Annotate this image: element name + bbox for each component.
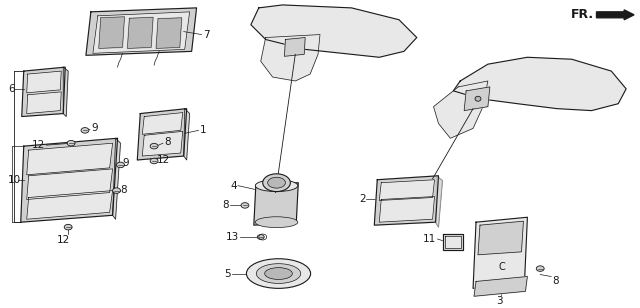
Text: 8: 8: [164, 137, 171, 147]
Polygon shape: [473, 217, 527, 288]
Polygon shape: [27, 92, 61, 114]
Text: 3: 3: [497, 296, 503, 306]
Text: 13: 13: [226, 232, 239, 242]
Text: 1: 1: [200, 125, 206, 135]
Ellipse shape: [536, 266, 544, 271]
Ellipse shape: [255, 180, 298, 192]
Ellipse shape: [67, 140, 75, 146]
Text: 9: 9: [122, 158, 129, 168]
Ellipse shape: [116, 162, 124, 168]
Polygon shape: [284, 38, 305, 56]
Polygon shape: [445, 236, 461, 248]
Text: 7: 7: [204, 30, 210, 39]
Polygon shape: [27, 169, 113, 200]
Polygon shape: [138, 109, 187, 160]
Ellipse shape: [475, 96, 481, 101]
Polygon shape: [127, 17, 153, 48]
Polygon shape: [86, 8, 196, 55]
Ellipse shape: [81, 128, 89, 133]
Ellipse shape: [263, 174, 291, 192]
Polygon shape: [478, 221, 524, 255]
Polygon shape: [20, 138, 118, 222]
Text: 5: 5: [225, 269, 231, 278]
Polygon shape: [156, 18, 182, 48]
Polygon shape: [436, 176, 442, 227]
Ellipse shape: [268, 177, 285, 188]
Ellipse shape: [246, 259, 310, 288]
Polygon shape: [99, 17, 124, 48]
Text: 11: 11: [423, 234, 436, 244]
Polygon shape: [444, 234, 463, 250]
Polygon shape: [464, 87, 490, 111]
Text: 12: 12: [56, 235, 70, 245]
Text: C: C: [499, 261, 505, 272]
Ellipse shape: [64, 224, 72, 230]
Polygon shape: [113, 138, 120, 219]
Polygon shape: [251, 5, 417, 57]
Text: 12: 12: [157, 155, 170, 165]
Polygon shape: [63, 67, 68, 116]
Text: 8: 8: [552, 277, 559, 286]
Text: 2: 2: [359, 194, 365, 205]
Text: 12: 12: [32, 140, 45, 150]
Ellipse shape: [255, 217, 298, 228]
Text: 6: 6: [8, 84, 15, 94]
Ellipse shape: [257, 235, 264, 239]
Polygon shape: [474, 277, 527, 296]
Polygon shape: [27, 71, 61, 93]
Polygon shape: [142, 131, 183, 156]
Polygon shape: [184, 109, 189, 160]
Ellipse shape: [113, 188, 120, 193]
Polygon shape: [260, 34, 320, 81]
Polygon shape: [27, 143, 113, 175]
Text: 4: 4: [230, 181, 237, 191]
Polygon shape: [254, 183, 298, 225]
Ellipse shape: [150, 144, 158, 149]
Polygon shape: [374, 176, 438, 225]
Polygon shape: [93, 12, 189, 53]
Polygon shape: [27, 191, 113, 219]
Text: 8: 8: [120, 184, 127, 195]
Polygon shape: [433, 81, 488, 138]
Polygon shape: [22, 67, 65, 116]
Ellipse shape: [241, 203, 249, 208]
Polygon shape: [453, 57, 626, 111]
Ellipse shape: [150, 158, 158, 164]
Polygon shape: [380, 180, 435, 201]
Polygon shape: [596, 10, 634, 20]
Text: 10: 10: [8, 175, 21, 185]
Text: 8: 8: [223, 201, 229, 210]
Ellipse shape: [256, 264, 301, 283]
Polygon shape: [380, 197, 435, 222]
Polygon shape: [142, 113, 183, 134]
Text: 9: 9: [91, 124, 97, 133]
Text: FR.: FR.: [570, 8, 593, 21]
Ellipse shape: [265, 268, 292, 279]
